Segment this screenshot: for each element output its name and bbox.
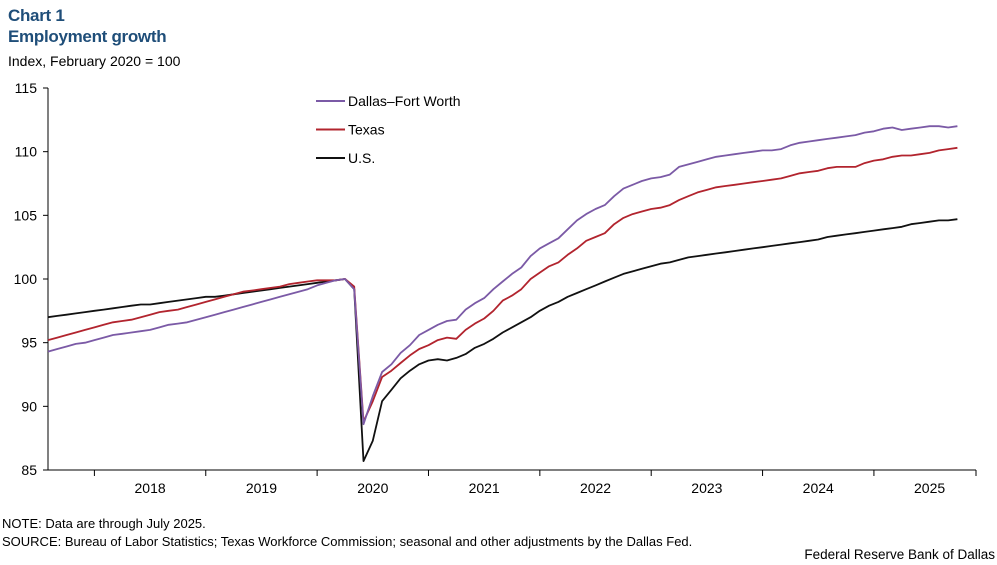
series-line: [47, 218, 958, 463]
legend-label: Dallas–Fort Worth: [348, 93, 461, 109]
chart-number: Chart 1: [8, 6, 65, 25]
y-tick-label: 100: [14, 271, 38, 287]
chart-series-group: [47, 125, 958, 463]
x-tick-label: 2021: [469, 480, 500, 496]
series-line: [47, 125, 958, 426]
x-tick-label: 2023: [691, 480, 722, 496]
footnote-note: NOTE: Data are through July 2025.: [2, 516, 206, 531]
series-line: [47, 146, 958, 423]
legend-label: Texas: [348, 122, 385, 138]
y-tick-label: 115: [15, 80, 38, 96]
x-tick-label: 2024: [803, 480, 834, 496]
footnote-source: SOURCE: Bureau of Labor Statistics; Texa…: [2, 534, 693, 549]
x-tick-label: 2018: [135, 480, 166, 496]
credit-label: Federal Reserve Bank of Dallas: [804, 547, 995, 562]
y-tick-label: 110: [15, 144, 38, 160]
axis-units-subtitle: Index, February 2020 = 100: [8, 53, 181, 69]
chart-legend: Dallas–Fort Worth Texas U.S.: [316, 93, 461, 166]
y-tick-label: 95: [21, 335, 37, 351]
x-tick-label: 2020: [357, 480, 388, 496]
legend-label: U.S.: [348, 150, 375, 166]
x-tick-label: 2025: [914, 480, 945, 496]
employment-line-chart: 85 90 95 100 105 110 115 2018 2019 2020 2021 2022 20…: [14, 80, 977, 496]
y-tick-label: 85: [21, 462, 37, 478]
x-tick-label: 2022: [580, 480, 611, 496]
x-tick-label: 2019: [246, 480, 277, 496]
chart-title: Employment growth: [8, 27, 167, 46]
y-tick-label: 105: [14, 207, 38, 223]
y-tick-label: 90: [21, 398, 37, 414]
chart-axes: 85 90 95 100 105 110 115 2018 2019 2020 2021 2022 20…: [14, 80, 977, 496]
